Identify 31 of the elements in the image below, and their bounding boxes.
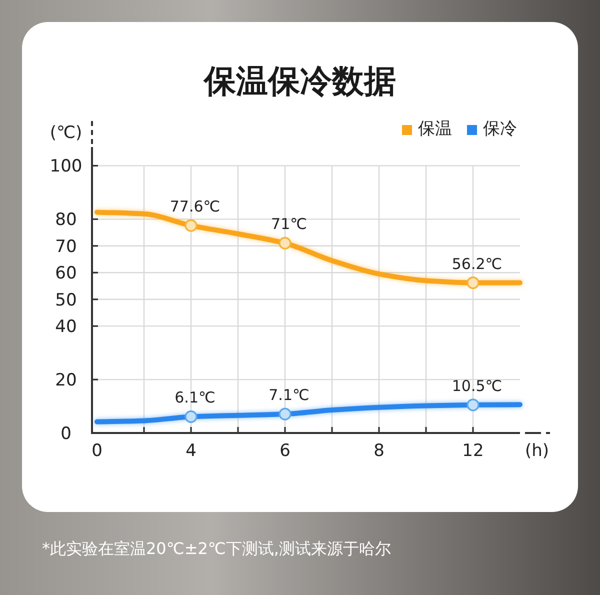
x-tick-label: 12 bbox=[462, 441, 484, 461]
data-label: 77.6℃ bbox=[170, 198, 220, 216]
y-tick-label: 0 bbox=[60, 424, 72, 444]
data-label: 71℃ bbox=[271, 215, 307, 234]
y-tick-label: 100 bbox=[50, 156, 82, 177]
y-tick-label: 20 bbox=[55, 370, 77, 391]
point bbox=[278, 408, 292, 420]
y-tick-label: 70 bbox=[55, 236, 77, 257]
point bbox=[278, 236, 292, 250]
data-label: 56.2℃ bbox=[452, 254, 502, 273]
x-tick-label: 6 bbox=[280, 441, 290, 461]
x-axis-title: (h) bbox=[524, 441, 550, 461]
point bbox=[184, 219, 198, 232]
legend-label: 保冷 bbox=[483, 119, 517, 139]
y-tick-label: 80 bbox=[55, 210, 77, 230]
y-tick-label: 50 bbox=[55, 290, 77, 310]
data-label: 7.1℃ bbox=[268, 386, 310, 404]
y-tick-label: 40 bbox=[55, 317, 77, 338]
data-label: 6.1℃ bbox=[174, 388, 216, 407]
point bbox=[466, 276, 480, 290]
point bbox=[184, 410, 198, 423]
point bbox=[466, 398, 480, 412]
legend-label: 保温 bbox=[418, 119, 452, 139]
y-tick-label: 60 bbox=[55, 264, 77, 284]
x-tick-label: 0 bbox=[92, 441, 102, 461]
text: *此实验在室温20℃±2℃下测试,测试来源于哈尔 bbox=[42, 539, 391, 558]
data-label: 10.5℃ bbox=[452, 376, 502, 395]
x-tick-label: 8 bbox=[374, 441, 384, 461]
y-axis-title: (℃) bbox=[50, 123, 82, 143]
x-tick-label: 4 bbox=[186, 441, 196, 461]
chart-title: 保温保冷数据 bbox=[203, 62, 396, 100]
